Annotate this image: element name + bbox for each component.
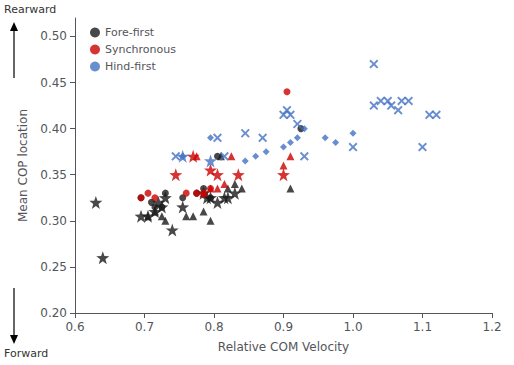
svg-text:Hind-first: Hind-first [105,60,156,73]
svg-text:1.1: 1.1 [413,320,432,334]
svg-text:0.9: 0.9 [274,320,293,334]
svg-text:Fore-first: Fore-first [105,26,155,39]
svg-text:Synchronous: Synchronous [105,43,176,56]
svg-text:Forward: Forward [4,347,48,360]
svg-text:1.0: 1.0 [343,320,362,334]
svg-text:0.30: 0.30 [40,214,67,228]
svg-text:0.6: 0.6 [65,320,84,334]
svg-text:0.45: 0.45 [40,76,67,90]
svg-text:0.7: 0.7 [135,320,154,334]
svg-text:0.8: 0.8 [204,320,223,334]
svg-text:Mean COP location: Mean COP location [16,109,30,222]
svg-text:Rearward: Rearward [4,3,56,16]
svg-text:0.50: 0.50 [40,29,67,43]
svg-text:1.2: 1.2 [482,320,501,334]
svg-text:0.25: 0.25 [40,260,67,274]
svg-text:Relative COM Velocity: Relative COM Velocity [218,340,349,354]
svg-text:0.40: 0.40 [40,122,67,136]
svg-text:0.20: 0.20 [40,306,67,320]
svg-text:0.35: 0.35 [40,168,67,182]
